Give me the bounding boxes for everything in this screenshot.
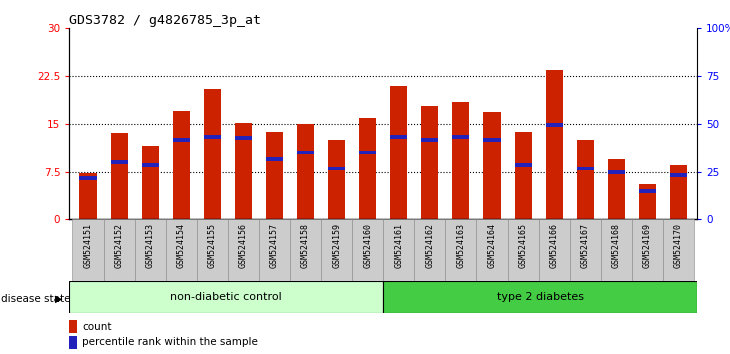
Bar (391, 135, 407, 138)
Bar (69, 281, 383, 313)
Bar (577, 167, 593, 170)
Bar (421, 138, 439, 142)
Bar (515, 164, 531, 167)
Bar (321, 219, 352, 281)
Text: GSM524152: GSM524152 (115, 223, 123, 268)
Bar (483, 113, 501, 219)
Bar (545, 70, 563, 219)
Bar (670, 173, 687, 177)
Bar (197, 219, 228, 281)
Text: non-diabetic control: non-diabetic control (170, 292, 283, 302)
Bar (359, 151, 376, 154)
Text: GSM524160: GSM524160 (364, 223, 372, 268)
Text: GSM524159: GSM524159 (332, 223, 341, 268)
Bar (359, 118, 376, 219)
Text: GSM524156: GSM524156 (239, 223, 248, 268)
Bar (297, 151, 314, 154)
Bar (515, 132, 531, 219)
Text: GSM524166: GSM524166 (550, 223, 558, 268)
Bar (639, 189, 656, 193)
Text: GSM524169: GSM524169 (643, 223, 652, 268)
Text: GSM524161: GSM524161 (394, 223, 403, 268)
Text: GSM524157: GSM524157 (270, 223, 279, 268)
Bar (266, 157, 283, 161)
Bar (545, 123, 563, 127)
Bar (569, 219, 601, 281)
Text: GSM524151: GSM524151 (83, 223, 93, 268)
Bar (383, 281, 697, 313)
Bar (134, 219, 166, 281)
Bar (352, 219, 383, 281)
Bar (259, 219, 290, 281)
Text: GSM524154: GSM524154 (177, 223, 185, 268)
Bar (235, 136, 252, 140)
Text: GSM524162: GSM524162 (426, 223, 434, 268)
Bar (601, 219, 632, 281)
Bar (391, 86, 407, 219)
Bar (69, 320, 77, 333)
Bar (235, 122, 252, 219)
Bar (477, 219, 507, 281)
Text: type 2 diabetes: type 2 diabetes (496, 292, 584, 302)
Bar (142, 164, 158, 167)
Bar (632, 219, 663, 281)
Text: GSM524158: GSM524158 (301, 223, 310, 268)
Bar (415, 219, 445, 281)
Bar (228, 219, 259, 281)
Bar (608, 159, 625, 219)
Bar (72, 219, 104, 281)
Bar (639, 184, 656, 219)
Bar (142, 146, 158, 219)
Bar (290, 219, 321, 281)
Bar (80, 176, 96, 180)
Bar (69, 336, 77, 349)
Bar (80, 173, 96, 219)
Bar (670, 165, 687, 219)
Text: GDS3782 / g4826785_3p_at: GDS3782 / g4826785_3p_at (69, 14, 261, 27)
Bar (608, 170, 625, 173)
Text: GSM524163: GSM524163 (456, 223, 466, 268)
Bar (266, 132, 283, 219)
Text: GSM524167: GSM524167 (581, 223, 590, 268)
Text: GSM524170: GSM524170 (674, 223, 683, 268)
Bar (204, 89, 221, 219)
Text: GSM524153: GSM524153 (146, 223, 155, 268)
Text: GSM524155: GSM524155 (208, 223, 217, 268)
Bar (204, 135, 221, 138)
Bar (110, 133, 128, 219)
Text: ▶: ▶ (55, 294, 62, 304)
Bar (328, 167, 345, 170)
Text: GSM524164: GSM524164 (488, 223, 496, 268)
Bar (421, 106, 439, 219)
Bar (539, 219, 569, 281)
Bar (445, 219, 477, 281)
Text: count: count (82, 321, 112, 332)
Bar (173, 138, 190, 142)
Text: percentile rank within the sample: percentile rank within the sample (82, 337, 258, 348)
Text: disease state: disease state (1, 294, 71, 304)
Bar (173, 111, 190, 219)
Bar (507, 219, 539, 281)
Bar (577, 140, 593, 219)
Bar (166, 219, 197, 281)
Bar (328, 140, 345, 219)
Bar (453, 102, 469, 219)
Bar (110, 160, 128, 164)
Text: GSM524165: GSM524165 (518, 223, 528, 268)
Bar (453, 135, 469, 138)
Bar (663, 219, 694, 281)
Bar (483, 138, 501, 142)
Text: GSM524168: GSM524168 (612, 223, 620, 268)
Bar (383, 219, 415, 281)
Bar (297, 124, 314, 219)
Bar (104, 219, 134, 281)
